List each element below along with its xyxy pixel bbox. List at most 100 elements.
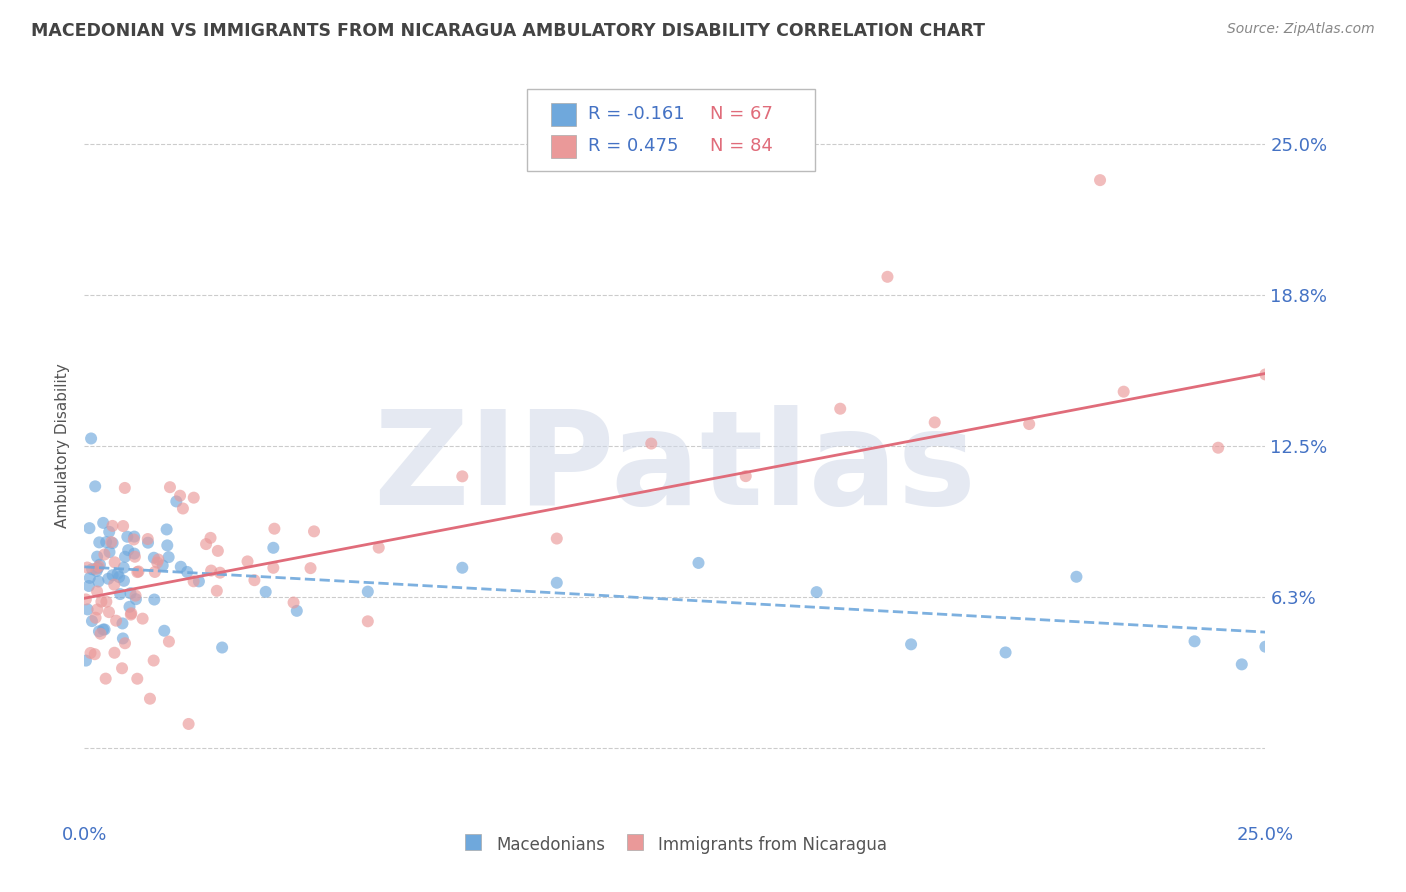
Point <box>107 566 129 581</box>
Point <box>98 545 121 559</box>
Point <box>79 571 101 585</box>
Point <box>172 501 194 516</box>
Text: N = 84: N = 84 <box>710 137 773 155</box>
Point <box>101 568 124 582</box>
Point <box>143 565 166 579</box>
Point <box>136 532 159 546</box>
Point <box>120 607 142 622</box>
Point <box>91 516 114 530</box>
Point <box>114 481 136 495</box>
Point <box>183 491 205 505</box>
Point <box>142 550 165 565</box>
Point <box>98 605 121 619</box>
Point <box>299 561 322 575</box>
Point <box>97 572 120 586</box>
Point <box>127 565 149 579</box>
Text: R = -0.161: R = -0.161 <box>588 105 685 123</box>
Point <box>177 717 200 731</box>
Point <box>143 592 166 607</box>
Point <box>900 637 922 651</box>
Point <box>122 530 145 544</box>
Point <box>111 661 134 675</box>
Point <box>86 549 108 564</box>
Point <box>640 436 662 450</box>
Point <box>79 521 101 535</box>
Point <box>114 636 136 650</box>
Point <box>876 269 898 284</box>
Point <box>170 559 193 574</box>
Point <box>108 570 131 584</box>
Point <box>111 616 134 631</box>
Point <box>127 672 149 686</box>
Point <box>451 469 474 483</box>
Point <box>96 535 118 549</box>
Point <box>93 623 115 637</box>
Point <box>285 604 308 618</box>
Point <box>79 646 101 660</box>
Point <box>91 623 114 637</box>
Point <box>84 562 107 576</box>
Point <box>101 519 124 533</box>
Point <box>262 561 284 575</box>
Point <box>127 565 149 579</box>
Point <box>994 645 1017 659</box>
Point <box>1066 570 1088 584</box>
Point <box>924 416 946 430</box>
Point <box>207 544 229 558</box>
Point <box>125 592 148 607</box>
Point <box>254 585 277 599</box>
Point <box>1206 441 1229 455</box>
Point <box>80 614 103 628</box>
Point <box>112 574 135 588</box>
Point <box>86 602 108 616</box>
Point <box>157 550 180 565</box>
Point <box>112 519 135 533</box>
Point <box>156 523 179 537</box>
Point <box>87 574 110 589</box>
Y-axis label: Ambulatory Disability: Ambulatory Disability <box>55 364 70 528</box>
Point <box>118 599 141 614</box>
Point <box>117 530 139 544</box>
Point <box>108 587 131 601</box>
Text: MACEDONIAN VS IMMIGRANTS FROM NICARAGUA AMBULATORY DISABILITY CORRELATION CHART: MACEDONIAN VS IMMIGRANTS FROM NICARAGUA … <box>31 22 986 40</box>
Point <box>101 536 124 550</box>
Point <box>122 547 145 561</box>
Point <box>90 594 112 608</box>
Point <box>117 543 139 558</box>
Point <box>146 556 169 570</box>
Text: Source: ZipAtlas.com: Source: ZipAtlas.com <box>1227 22 1375 37</box>
Text: ZIPatlas: ZIPatlas <box>374 405 976 532</box>
Point <box>96 595 118 609</box>
Point <box>87 624 110 639</box>
Point <box>136 535 159 549</box>
Point <box>183 574 205 589</box>
Point <box>84 611 107 625</box>
Point <box>90 627 112 641</box>
Point <box>187 574 209 589</box>
Point <box>1018 417 1040 431</box>
Point <box>124 549 146 564</box>
Point <box>89 558 111 572</box>
Point <box>76 560 98 574</box>
Point <box>103 577 125 591</box>
Point <box>200 531 222 545</box>
Point <box>120 606 142 620</box>
Legend: Macedonians, Immigrants from Nicaragua: Macedonians, Immigrants from Nicaragua <box>463 835 887 854</box>
Point <box>89 535 111 549</box>
Point <box>93 548 115 562</box>
Point <box>283 595 305 609</box>
Point <box>451 560 474 574</box>
Point <box>169 489 191 503</box>
Point <box>546 532 568 546</box>
Point <box>152 558 174 573</box>
Point <box>830 401 852 416</box>
Point <box>159 480 181 494</box>
Point <box>94 672 117 686</box>
Text: R = 0.475: R = 0.475 <box>588 137 678 155</box>
Point <box>105 614 128 628</box>
Point <box>195 537 218 551</box>
Point <box>148 552 170 566</box>
Point <box>806 585 828 599</box>
Point <box>208 566 231 580</box>
Point <box>104 555 127 569</box>
